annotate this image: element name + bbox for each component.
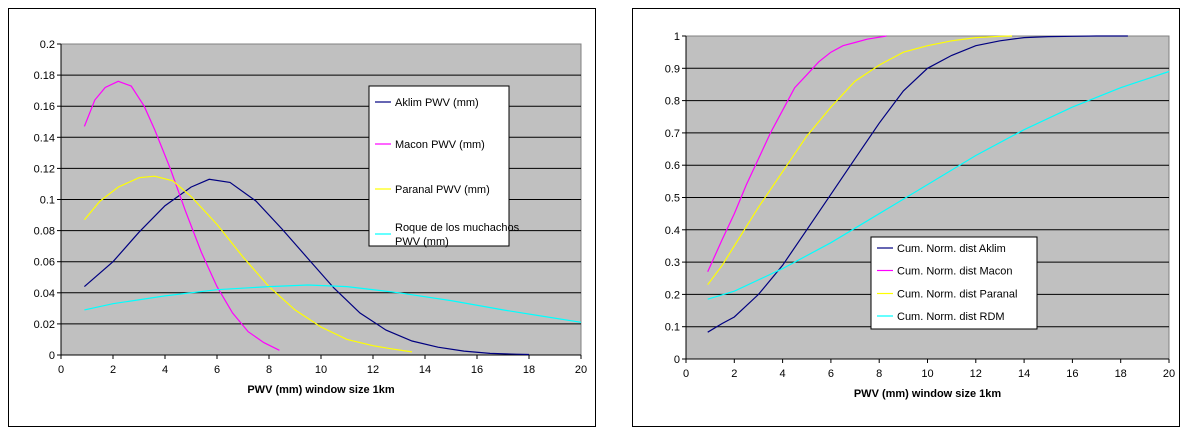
y-tick-label: 0.16 <box>34 101 55 113</box>
legend-label-1: Aklim PWV (mm) <box>395 97 479 109</box>
legend-box <box>368 85 510 247</box>
x-axis-title: PWV (mm) window size 1km <box>854 388 1002 400</box>
x-tick-label: 20 <box>575 364 587 376</box>
y-tick-label: 0.5 <box>665 193 680 205</box>
x-tick-label: 2 <box>731 368 737 380</box>
x-tick-label: 12 <box>367 364 379 376</box>
x-tick-label: 2 <box>110 364 116 376</box>
series-line-4 <box>84 284 582 323</box>
chart-1: 0 0.02 0.04 0.06 0.08 0.1 0.12 0.14 0.16 0.18 0.2 0… <box>8 8 596 427</box>
x-tick-label: 14 <box>419 364 431 376</box>
y-tick-label: 1 <box>674 31 680 43</box>
series-line-3 <box>707 35 1013 286</box>
y-tick-label: 0.12 <box>34 163 55 175</box>
y-tick-label: 0.8 <box>665 96 680 108</box>
y-tick-label: 0 <box>49 350 55 362</box>
x-tick-label: 6 <box>828 368 834 380</box>
y-tick-label: 0.14 <box>34 132 55 144</box>
x-tick-label: 10 <box>921 368 933 380</box>
x-tick-label: 20 <box>1163 368 1175 380</box>
x-tick-label: 10 <box>315 364 327 376</box>
legend-label-4: Cum. Norm. dist RDM <box>897 311 1005 323</box>
chart-2: 00.10.20.30.40.50.60.70.80.910 2 4 6 8 10 12 14… <box>632 8 1180 427</box>
x-tick-label: 4 <box>780 368 786 380</box>
series-line-2 <box>707 35 887 273</box>
x-tick-label: 16 <box>1066 368 1078 380</box>
x-tick-label: 6 <box>214 364 220 376</box>
legend: Aklim PWV (mm) Macon PWV (mm) Paranal PWV … <box>368 85 520 248</box>
legend: Cum. Norm. dist Aklim Cum. Norm. dist Mac… <box>870 236 1038 330</box>
y-tick-label: 0.1 <box>40 195 55 207</box>
x-tick-label: 8 <box>876 368 882 380</box>
y-tick-label: 0.9 <box>665 63 680 75</box>
x-tick-label: 4 <box>162 364 168 376</box>
x-tick-label: 0 <box>683 368 689 380</box>
y-tick-label: 0.18 <box>34 70 55 82</box>
y-tick-label: 0.1 <box>665 322 680 334</box>
y-tick-label: 0 <box>674 354 680 366</box>
x-tick-label: 14 <box>1018 368 1030 380</box>
y-tick-label: 0.7 <box>665 128 680 140</box>
legend-label-2: Cum. Norm. dist Macon <box>897 266 1013 278</box>
y-tick-label: 0.6 <box>665 160 680 172</box>
legend-label-4: Roque de los muchachos PWV (mm) <box>395 222 520 248</box>
y-tick-label: 0.3 <box>665 257 680 269</box>
y-tick-label: 0.2 <box>40 39 55 51</box>
y-tick-label: 0.08 <box>34 226 55 238</box>
y-tick-label: 0.4 <box>665 225 680 237</box>
series-line-1 <box>84 178 530 356</box>
y-tick-label: 0.06 <box>34 257 55 269</box>
x-tick-label: 12 <box>970 368 982 380</box>
series-line-1 <box>707 35 1128 333</box>
x-tick-label: 16 <box>471 364 483 376</box>
series-line-2 <box>83 80 280 351</box>
x-tick-label: 0 <box>58 364 64 376</box>
series-line-4 <box>707 70 1170 300</box>
series-line-3 <box>83 175 413 353</box>
y-tick-label: 0.02 <box>34 319 55 331</box>
y-tick-label: 0.2 <box>665 289 680 301</box>
legend-label-2: Macon PWV (mm) <box>395 139 485 151</box>
y-tick-label: 0.04 <box>34 288 55 300</box>
x-tick-label: 18 <box>523 364 535 376</box>
legend-box <box>870 236 1038 330</box>
x-tick-label: 18 <box>1115 368 1127 380</box>
legend-label-3: Paranal PWV (mm) <box>395 184 490 196</box>
legend-label-1: Cum. Norm. dist Aklim <box>897 243 1006 255</box>
x-tick-label: 8 <box>266 364 272 376</box>
x-axis-title: PWV (mm) window size 1km <box>247 384 395 396</box>
legend-label-3: Cum. Norm. dist Paranal <box>897 289 1017 301</box>
